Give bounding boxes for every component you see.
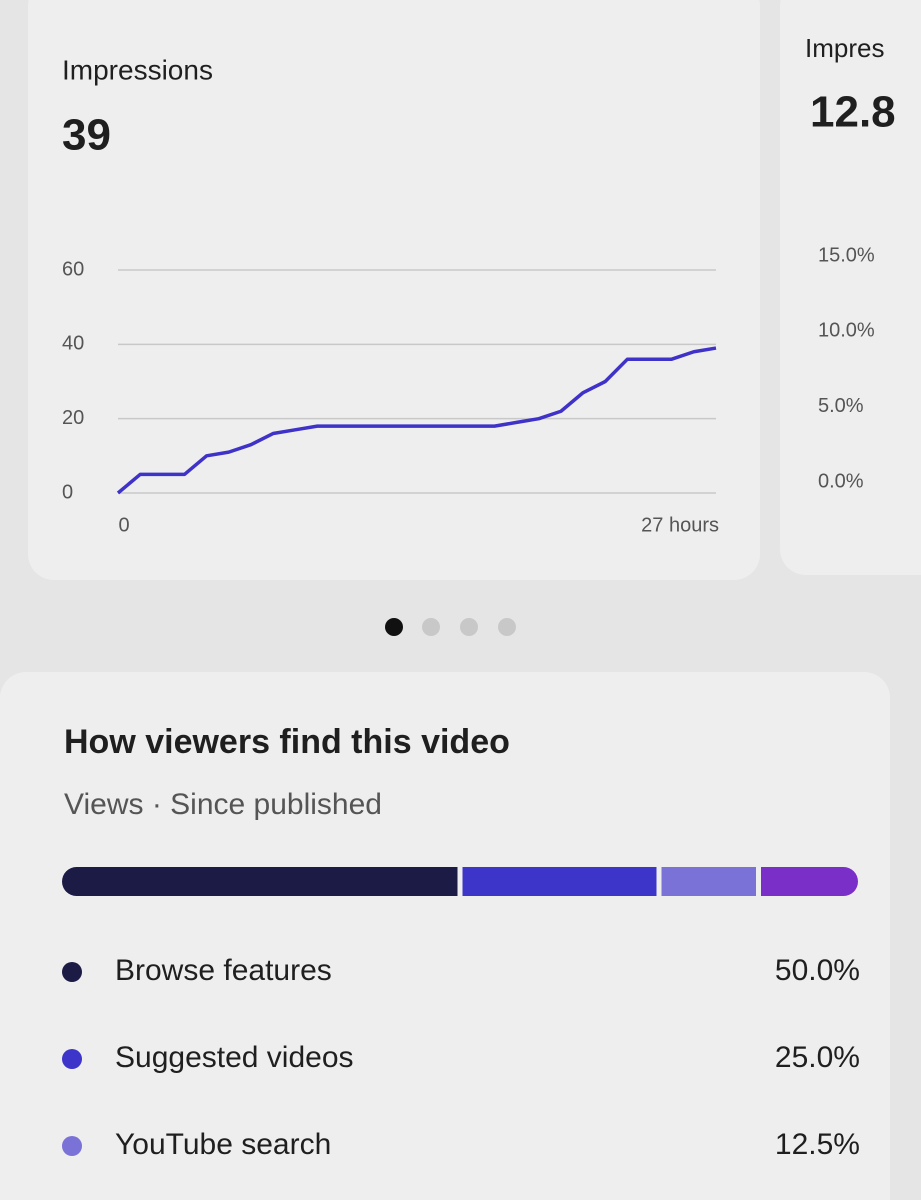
y-tick-label: 0 — [62, 481, 73, 503]
value-label: 25.0% — [775, 1041, 860, 1074]
y-tick-label: 60 — [62, 258, 84, 280]
second-card[interactable] — [780, 0, 921, 575]
legend-dot — [62, 962, 82, 982]
card-title: Impressions — [62, 54, 213, 85]
x-tick-label: 0 — [118, 514, 129, 536]
legend-dot — [62, 1049, 82, 1069]
y-tick-label: 5.0% — [818, 395, 864, 417]
y-tick-label: 40 — [62, 333, 84, 355]
legend-label: YouTube search — [115, 1128, 331, 1161]
page-dot[interactable] — [422, 618, 440, 636]
traffic-segment — [462, 867, 657, 896]
legend-label: Browse features — [115, 954, 332, 987]
traffic-segment — [661, 867, 756, 896]
value-label: 50.0% — [775, 954, 860, 987]
traffic-segment — [62, 867, 458, 896]
legend-dot — [62, 1136, 82, 1156]
x-tick-label: 27 hours — [641, 514, 719, 536]
page-dot[interactable] — [498, 618, 516, 636]
page-dot-active[interactable] — [385, 618, 403, 636]
value-label: 12.5% — [775, 1128, 860, 1161]
page-dot[interactable] — [460, 618, 478, 636]
y-tick-label: 10.0% — [818, 320, 875, 342]
y-tick-label: 0.0% — [818, 470, 864, 492]
card-title: Impres — [805, 33, 884, 63]
y-tick-label: 15.0% — [818, 244, 875, 266]
impressions-card[interactable] — [28, 0, 760, 580]
y-tick-label: 20 — [62, 407, 84, 429]
traffic-card[interactable] — [0, 672, 890, 1200]
section-subtitle: Views · Since published — [64, 788, 382, 821]
card-value: 12.8 — [810, 88, 896, 137]
traffic-segment — [761, 867, 858, 896]
section-title: How viewers find this video — [64, 723, 510, 761]
card-value: 39 — [62, 111, 111, 160]
legend-label: Suggested videos — [115, 1041, 354, 1074]
impressions-line — [116, 346, 717, 495]
